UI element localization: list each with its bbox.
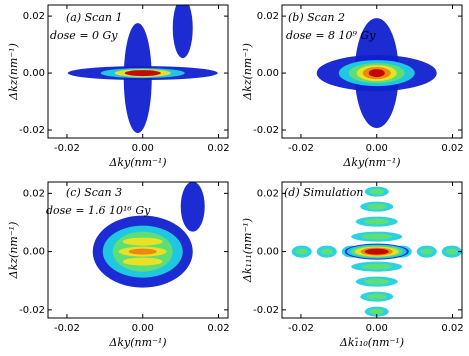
x-tick-label: -0.02: [54, 323, 80, 334]
y-tick-label: -0.02: [253, 125, 279, 136]
plot-frame: [281, 181, 463, 319]
intensity-blob: [364, 278, 390, 285]
plot-frame: [47, 181, 229, 319]
y-tick-label: -0.02: [19, 125, 45, 136]
intensity-blob: [420, 248, 433, 255]
x-axis-label: Δk₁̄₁₀(nm⁻¹): [339, 336, 404, 349]
x-tick-label: 0.02: [441, 323, 463, 334]
y-axis-label: Δkz(nm⁻¹): [241, 43, 254, 101]
x-tick-label: 0.00: [132, 323, 154, 334]
x-tick-label: 0.02: [207, 323, 229, 334]
intensity-blob: [123, 23, 152, 134]
intensity-blob: [361, 263, 393, 270]
heatmap: [291, 186, 462, 317]
plot-frame: [281, 4, 463, 139]
y-tick-label: -0.02: [253, 305, 279, 316]
x-tick-label: 0.00: [366, 143, 388, 154]
annotation: dose = 1.6 10¹⁶ Gy: [46, 204, 151, 217]
intensity-blob: [320, 248, 333, 255]
y-axis-label: Δk₁₁₁(nm⁻¹): [241, 218, 254, 283]
x-tick-label: 0.02: [207, 143, 229, 154]
intensity-blob: [180, 182, 205, 232]
x-axis-label: Δky(nm⁻¹): [108, 336, 166, 349]
x-tick-label: -0.02: [288, 323, 314, 334]
x-tick-label: 0.02: [441, 143, 463, 154]
annotation: (d) Simulation: [284, 186, 363, 199]
annotation: (a) Scan 1: [66, 11, 122, 24]
annotation: dose = 0 Gy: [50, 29, 118, 42]
y-tick-label: 0.00: [23, 247, 45, 258]
annotation: (b) Scan 2: [288, 11, 345, 24]
annotation: (c) Scan 3: [66, 186, 122, 199]
annotation: dose = 8 10⁹ Gy: [286, 29, 376, 42]
x-tick-label: -0.02: [288, 143, 314, 154]
panel: -0.02 0.00 0.02 -0.02 0.00 0.02 Δk₁̄₁₀(nm⁻¹) Δk…: [241, 181, 464, 349]
y-tick-label: 0.00: [257, 68, 279, 79]
intensity-blob: [124, 70, 161, 77]
intensity-blob: [369, 308, 384, 315]
heatmap: [92, 182, 205, 288]
x-tick-label: 0.00: [132, 143, 154, 154]
y-tick-label: 0.02: [23, 11, 45, 22]
y-tick-label: 0.00: [257, 247, 279, 258]
panel: -0.02 0.00 0.02 -0.02 0.00 0.02 Δky(nm⁻¹) Δkz(n…: [241, 4, 464, 169]
intensity-blob: [445, 248, 458, 255]
intensity-blob: [128, 248, 157, 255]
panel: -0.02 0.00 0.02 -0.02 0.00 0.02 Δky(nm⁻¹) Δkz(n…: [7, 4, 230, 169]
intensity-blob: [122, 257, 163, 266]
intensity-blob: [361, 233, 393, 240]
intensity-blob: [295, 248, 308, 255]
x-axis-label: Δky(nm⁻¹): [108, 156, 166, 169]
intensity-blob: [122, 237, 163, 246]
heatmap: [67, 5, 218, 134]
y-tick-label: 0.00: [23, 68, 45, 79]
intensity-blob: [364, 248, 389, 255]
y-axis-label: Δkz(nm⁻¹): [7, 222, 20, 280]
intensity-blob: [172, 5, 193, 59]
y-tick-label: 0.02: [23, 188, 45, 199]
y-tick-label: -0.02: [19, 305, 45, 316]
x-axis-label: Δky(nm⁻¹): [342, 156, 400, 169]
heatmap: [316, 18, 437, 129]
y-tick-label: 0.02: [257, 188, 279, 199]
x-tick-label: 0.00: [366, 323, 388, 334]
y-axis-label: Δkz(nm⁻¹): [7, 43, 20, 101]
intensity-blob: [369, 188, 384, 195]
intensity-blob: [366, 203, 387, 210]
intensity-blob: [366, 293, 387, 300]
y-tick-label: 0.02: [257, 11, 279, 22]
plot-frame: [47, 4, 229, 139]
intensity-blob: [368, 69, 385, 78]
x-tick-label: -0.02: [54, 143, 80, 154]
panel: -0.02 0.00 0.02 -0.02 0.00 0.02 Δky(nm⁻¹) Δkz(n…: [7, 181, 230, 349]
intensity-blob: [364, 218, 390, 225]
